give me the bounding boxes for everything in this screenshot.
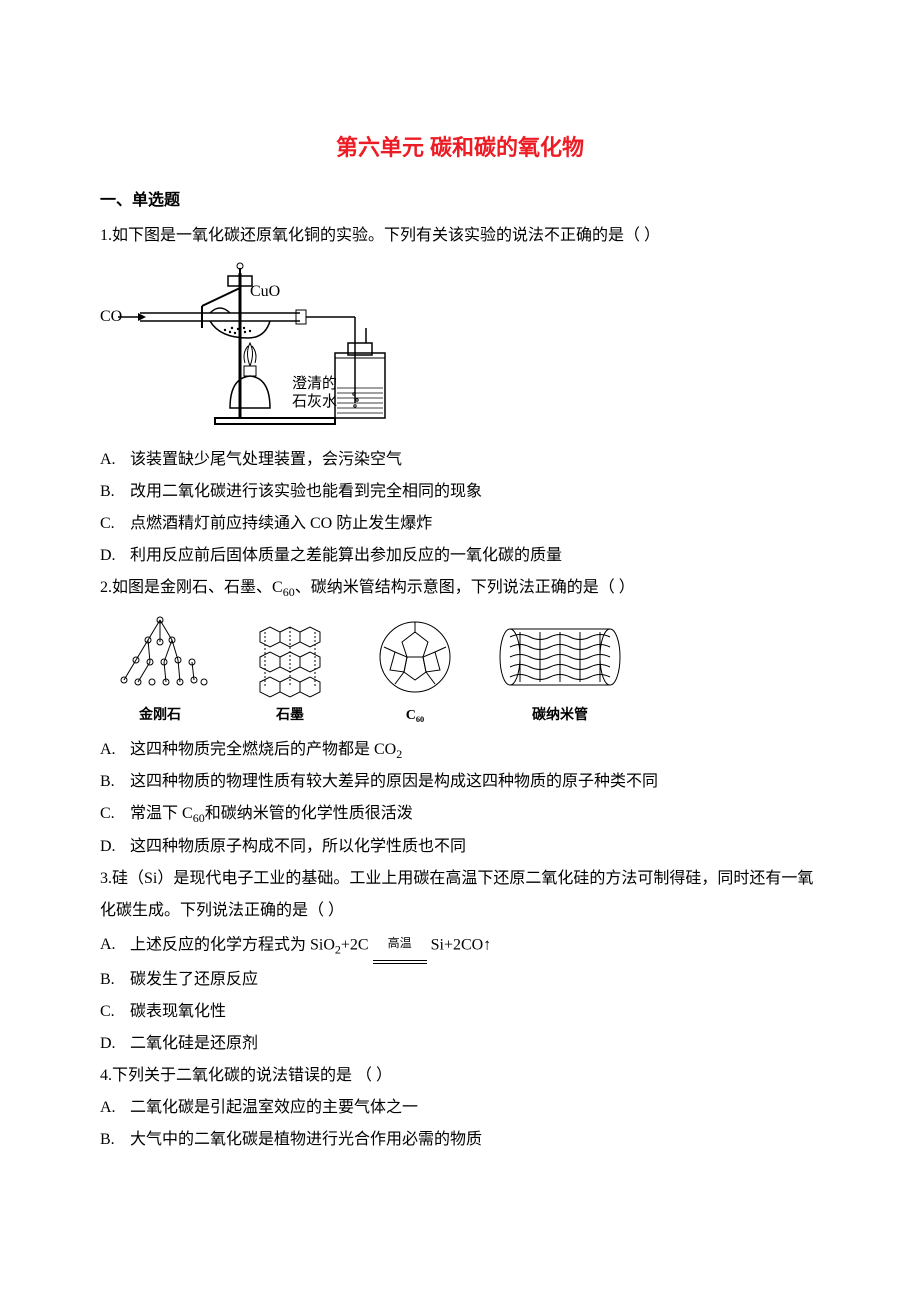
question-1: 1.如下图是一氧化碳还原氧化铜的实验。下列有关该实验的说法不正确的是（ ） bbox=[100, 220, 820, 572]
q1-stem: 1.如下图是一氧化碳还原氧化铜的实验。下列有关该实验的说法不正确的是（ ） bbox=[100, 220, 820, 252]
q4-option-b: B.大气中的二氧化碳是植物进行光合作用必需的物质 bbox=[100, 1124, 820, 1156]
question-3: 3.硅（Si）是现代电子工业的基础。工业上用碳在高温下还原二氧化硅的方法可制得硅… bbox=[100, 863, 820, 1060]
q1-label-lime1: 澄清的 bbox=[292, 375, 337, 392]
q3-option-b: B.碳发生了还原反应 bbox=[100, 964, 820, 996]
q2-option-a: A.这四种物质完全燃烧后的产物都是 CO2 bbox=[100, 734, 820, 766]
q4-stem: 4.下列关于二氧化碳的说法错误的是 （ ） bbox=[100, 1060, 820, 1092]
question-2: 2.如图是金刚石、石墨、C60、碳纳米管结构示意图，下列说法正确的是（ ） 金刚… bbox=[100, 572, 820, 863]
q1-option-d: D.利用反应前后固体质量之差能算出参加反应的一氧化碳的质量 bbox=[100, 540, 820, 572]
q2-fig-diamond: 金刚石 bbox=[110, 612, 210, 730]
q1-label-cuo: CuO bbox=[250, 283, 280, 300]
section-heading: 一、单选题 bbox=[100, 186, 820, 210]
q2-option-c: C.常温下 C60和碳纳米管的化学性质很活泼 bbox=[100, 798, 820, 830]
q1-option-a: A.该装置缺少尾气处理装置，会污染空气 bbox=[100, 444, 820, 476]
q4-option-a: A.二氧化碳是引起温室效应的主要气体之一 bbox=[100, 1092, 820, 1124]
q2-fig-c60: C₆₀ bbox=[370, 612, 460, 730]
question-4: 4.下列关于二氧化碳的说法错误的是 （ ） A.二氧化碳是引起温室效应的主要气体… bbox=[100, 1060, 820, 1156]
q2-option-d: D.这四种物质原子构成不同，所以化学性质也不同 bbox=[100, 831, 820, 863]
q2-structures-row: 金刚石 bbox=[110, 612, 820, 730]
q3-option-a: A.上述反应的化学方程式为 SiO2+2C 高温 Si+2CO↑ bbox=[100, 927, 820, 964]
q3-option-d: D.二氧化硅是还原剂 bbox=[100, 1028, 820, 1060]
q1-label-lime2: 石灰水 bbox=[292, 393, 337, 410]
reaction-condition: 高温 bbox=[373, 927, 427, 964]
q1-option-b: B.改用二氧化碳进行该实验也能看到完全相同的现象 bbox=[100, 476, 820, 508]
q2-fig-nanotube: 碳纳米管 bbox=[490, 612, 630, 730]
unit-title: 第六单元 碳和碳的氧化物 bbox=[100, 130, 820, 162]
q2-fig-graphite: 石墨 bbox=[240, 612, 340, 730]
q1-option-c: C.点燃酒精灯前应持续通入 CO 防止发生爆炸 bbox=[100, 508, 820, 540]
q1-label-co: CO bbox=[100, 308, 122, 325]
q2-stem: 2.如图是金刚石、石墨、C60、碳纳米管结构示意图，下列说法正确的是（ ） bbox=[100, 572, 820, 604]
q1-apparatus-diagram: CO CuO bbox=[100, 258, 820, 438]
q2-option-b: B.这四种物质的物理性质有较大差异的原因是构成这四种物质的原子种类不同 bbox=[100, 766, 820, 798]
q3-stem: 3.硅（Si）是现代电子工业的基础。工业上用碳在高温下还原二氧化硅的方法可制得硅… bbox=[100, 863, 820, 927]
q3-option-c: C.碳表现氧化性 bbox=[100, 996, 820, 1028]
